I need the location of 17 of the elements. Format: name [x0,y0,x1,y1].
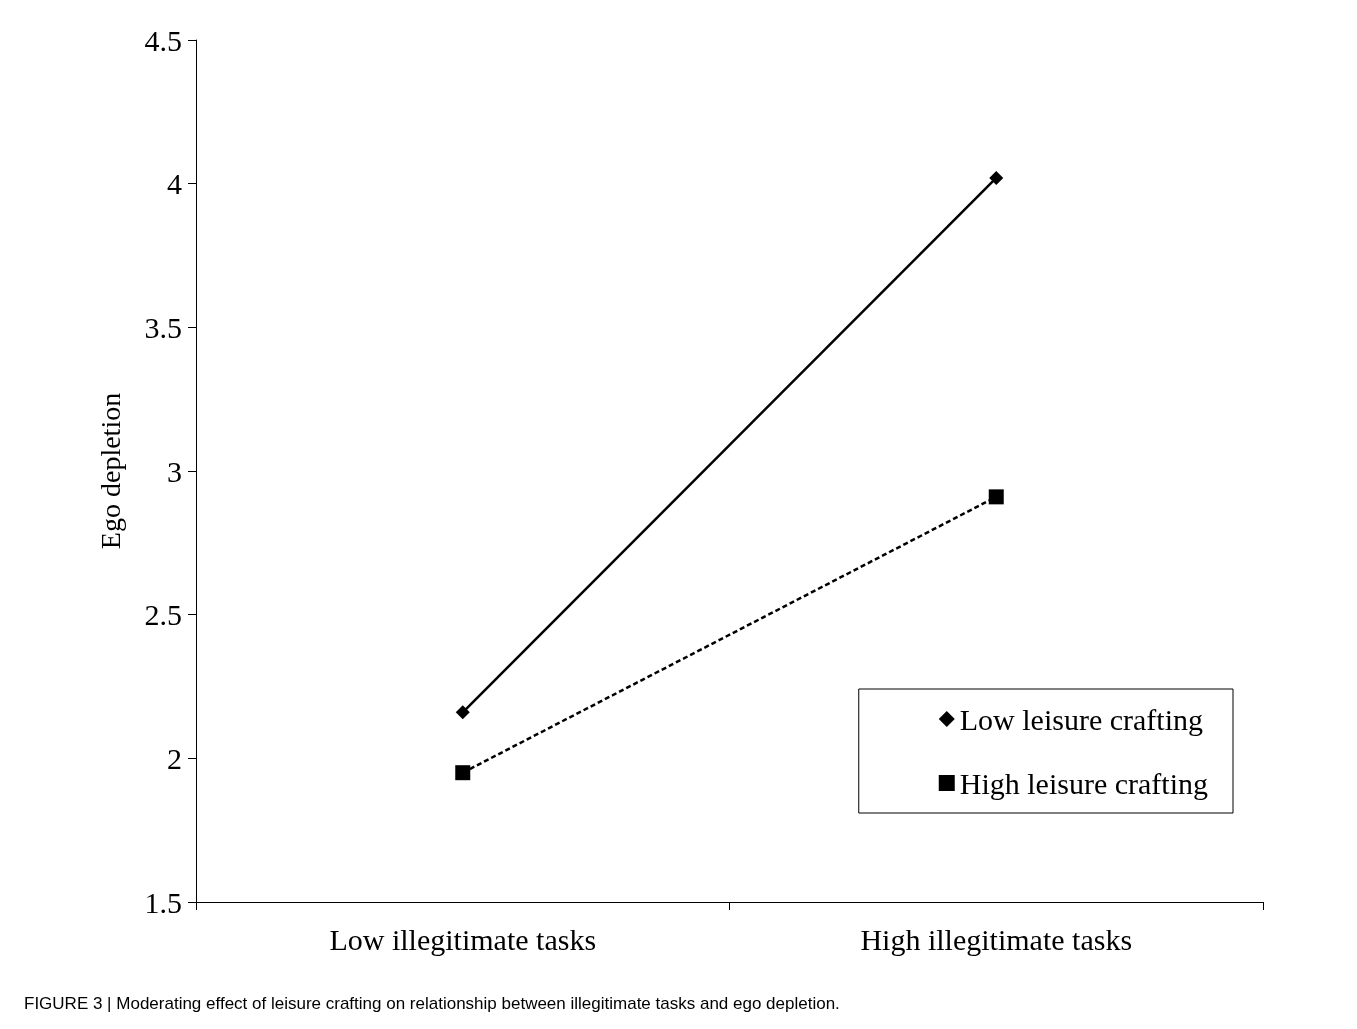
y-tick-label: 3 [167,454,182,488]
x-tick-label: Low illegitimate tasks [329,922,597,956]
point [455,765,471,781]
point [988,489,1004,505]
x-tick-label: High illegitimate tasks [860,922,1133,956]
point [989,170,1004,185]
caption: FIGURE 3 | Moderating effect of leisure crafting on relationship between illegitimate tasks and ego depletion. [24,994,841,1014]
legend-label: High leisure crafting [959,766,1208,800]
y-tick-label: 4.5 [144,23,182,57]
legend-label: Low leisure crafting [959,702,1203,736]
y-axis-title: Ego depletion [94,392,126,550]
y-tick-label: 2.5 [144,598,182,632]
y-tick-label: 1.5 [144,885,182,919]
y-tick-label: 4 [167,167,182,201]
y-tick-label: 2 [167,741,182,775]
y-tick-label: 3.5 [144,310,182,344]
point [455,705,470,720]
